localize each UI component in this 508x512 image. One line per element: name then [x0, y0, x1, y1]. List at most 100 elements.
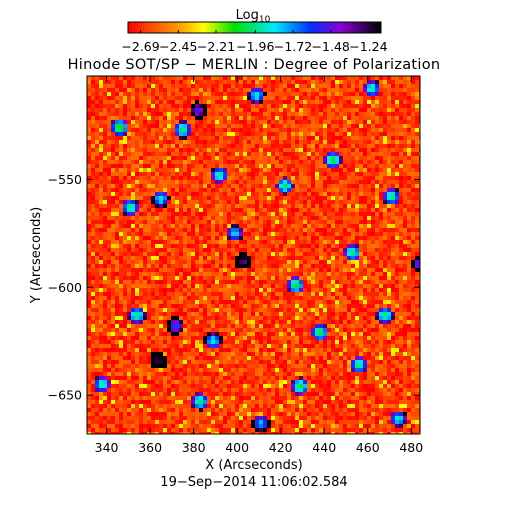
heatmap-cell: [379, 252, 383, 256]
heatmap-cell: [291, 260, 295, 264]
heatmap-cell: [179, 244, 183, 248]
heatmap-cell: [303, 168, 307, 172]
heatmap-cell: [151, 84, 155, 88]
heatmap-cell: [355, 152, 359, 156]
heatmap-cell: [359, 220, 363, 224]
heatmap-cell: [363, 252, 367, 256]
heatmap-cell: [299, 220, 303, 224]
heatmap-cell: [367, 180, 371, 184]
heatmap-cell: [147, 208, 151, 212]
heatmap-cell: [331, 304, 335, 308]
heatmap-cell: [403, 192, 407, 196]
heatmap-cell: [119, 232, 123, 236]
heatmap-cell: [243, 280, 247, 284]
heatmap-cell: [147, 124, 151, 128]
heatmap-cell: [171, 276, 175, 280]
heatmap-cell: [231, 164, 235, 168]
heatmap-cell: [199, 224, 203, 228]
heatmap-cell: [87, 244, 91, 248]
heatmap-cell: [175, 116, 179, 120]
heatmap-cell: [291, 156, 295, 160]
heatmap-cell: [339, 252, 343, 256]
heatmap-cell: [303, 216, 307, 220]
heatmap-cell: [263, 120, 267, 124]
heatmap-cell: [163, 172, 167, 176]
heatmap-cell: [371, 176, 375, 180]
heatmap-cell: [235, 128, 239, 132]
heatmap-cell: [371, 112, 375, 116]
heatmap-cell: [267, 152, 271, 156]
heatmap-cell: [359, 232, 363, 236]
heatmap-cell: [371, 284, 375, 288]
heatmap-cell: [183, 96, 187, 100]
heatmap-cell: [371, 140, 375, 144]
heatmap-cell: [187, 220, 191, 224]
heatmap-cell: [307, 308, 311, 312]
heatmap-cell: [363, 232, 367, 236]
heatmap-cell: [167, 100, 171, 104]
heatmap-cell: [247, 92, 251, 96]
heatmap-cell: [259, 184, 263, 188]
heatmap-cell: [139, 84, 143, 88]
heatmap-cell: [251, 264, 255, 268]
heatmap-cell: [103, 264, 107, 268]
heatmap-cell: [183, 116, 187, 120]
heatmap-cell: [123, 280, 127, 284]
heatmap-cell: [319, 164, 323, 168]
heatmap-cell: [343, 240, 347, 244]
heatmap-cell: [403, 156, 407, 160]
heatmap-cell: [207, 112, 211, 116]
heatmap-cell: [335, 276, 339, 280]
heatmap-cell: [183, 148, 187, 152]
heatmap-cell: [291, 248, 295, 252]
heatmap-cell: [107, 304, 111, 308]
heatmap-cell: [231, 168, 235, 172]
heatmap-cell: [311, 84, 315, 88]
heatmap-cell: [139, 160, 143, 164]
heatmap-cell: [375, 172, 379, 176]
heatmap-cell: [183, 208, 187, 212]
heatmap-cell: [147, 288, 151, 292]
heatmap-cell: [307, 244, 311, 248]
heatmap-cell: [299, 280, 303, 284]
heatmap-cell: [371, 244, 375, 248]
heatmap-cell: [183, 248, 187, 252]
heatmap-cell: [363, 180, 367, 184]
heatmap-cell: [315, 240, 319, 244]
heatmap-cell: [391, 164, 395, 168]
heatmap-cell: [387, 76, 391, 80]
heatmap-cell: [179, 172, 183, 176]
heatmap-cell: [207, 192, 211, 196]
heatmap-cell: [131, 292, 135, 296]
heatmap-cell: [143, 228, 147, 232]
heatmap-cell: [103, 104, 107, 108]
heatmap-cell: [303, 132, 307, 136]
heatmap-cell: [367, 196, 371, 200]
heatmap-cell: [211, 112, 215, 116]
heatmap-cell: [99, 228, 103, 232]
heatmap-cell: [303, 188, 307, 192]
heatmap-cell: [111, 264, 115, 268]
heatmap-cell: [279, 104, 283, 108]
heatmap-cell: [143, 272, 147, 276]
heatmap-cell: [383, 240, 387, 244]
heatmap-cell: [287, 156, 291, 160]
heatmap-cell: [319, 212, 323, 216]
heatmap-cell: [231, 136, 235, 140]
heatmap-cell: [359, 140, 363, 144]
heatmap-cell: [407, 280, 411, 284]
heatmap-cell: [215, 144, 219, 148]
heatmap-cell: [227, 168, 231, 172]
heatmap-cell: [335, 176, 339, 180]
heatmap-cell: [263, 160, 267, 164]
heatmap-cell: [123, 260, 127, 264]
heatmap-cell: [203, 172, 207, 176]
heatmap-cell: [247, 84, 251, 88]
heatmap-cell: [311, 192, 315, 196]
heatmap-cell: [203, 292, 207, 296]
heatmap-cell: [175, 280, 179, 284]
heatmap-cell: [195, 220, 199, 224]
heatmap-cell: [415, 212, 419, 216]
heatmap-cell: [207, 276, 211, 280]
